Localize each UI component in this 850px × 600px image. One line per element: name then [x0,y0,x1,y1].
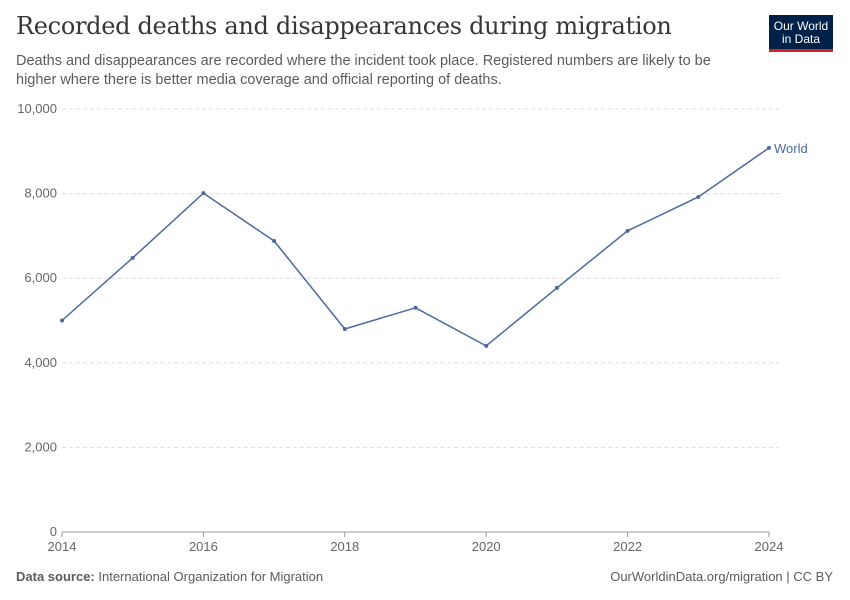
x-tick-label: 2020 [472,539,501,554]
series-line-world [61,147,770,347]
x-tick-label: 2022 [613,539,642,554]
data-point [342,326,347,331]
series-label: World [774,141,808,156]
y-tick-label: 6,000 [24,270,57,285]
y-tick-label: 8,000 [24,186,57,201]
data-point [696,194,701,199]
x-tick-label: 2014 [48,539,77,554]
x-tick-label: 2024 [755,539,784,554]
data-point [767,145,771,150]
data-point [272,238,277,243]
source-link[interactable]: OurWorldinData.org/migration | CC BY [610,569,833,584]
data-point [484,343,489,348]
y-tick-label: 10,000 [17,101,57,116]
chart-title: Recorded deaths and disappearances durin… [16,12,672,40]
data-point [625,228,630,233]
data-point [554,285,559,290]
data-point [413,305,418,310]
x-tick-label: 2016 [189,539,218,554]
y-tick-label: 4,000 [24,355,57,370]
owid-logo[interactable]: Our World in Data [769,15,833,52]
chart-subtitle: Deaths and disappearances are recorded w… [16,53,711,88]
source-label: Data source: [16,569,95,584]
data-point [201,191,206,196]
y-tick-label: 2,000 [24,439,57,454]
source-text: International Organization for Migration [98,569,324,584]
data-source: Data source: International Organization … [16,569,323,584]
y-tick-label: 0 [50,524,57,539]
x-tick-label: 2018 [330,539,359,554]
data-point [130,255,135,260]
data-point [60,318,64,323]
